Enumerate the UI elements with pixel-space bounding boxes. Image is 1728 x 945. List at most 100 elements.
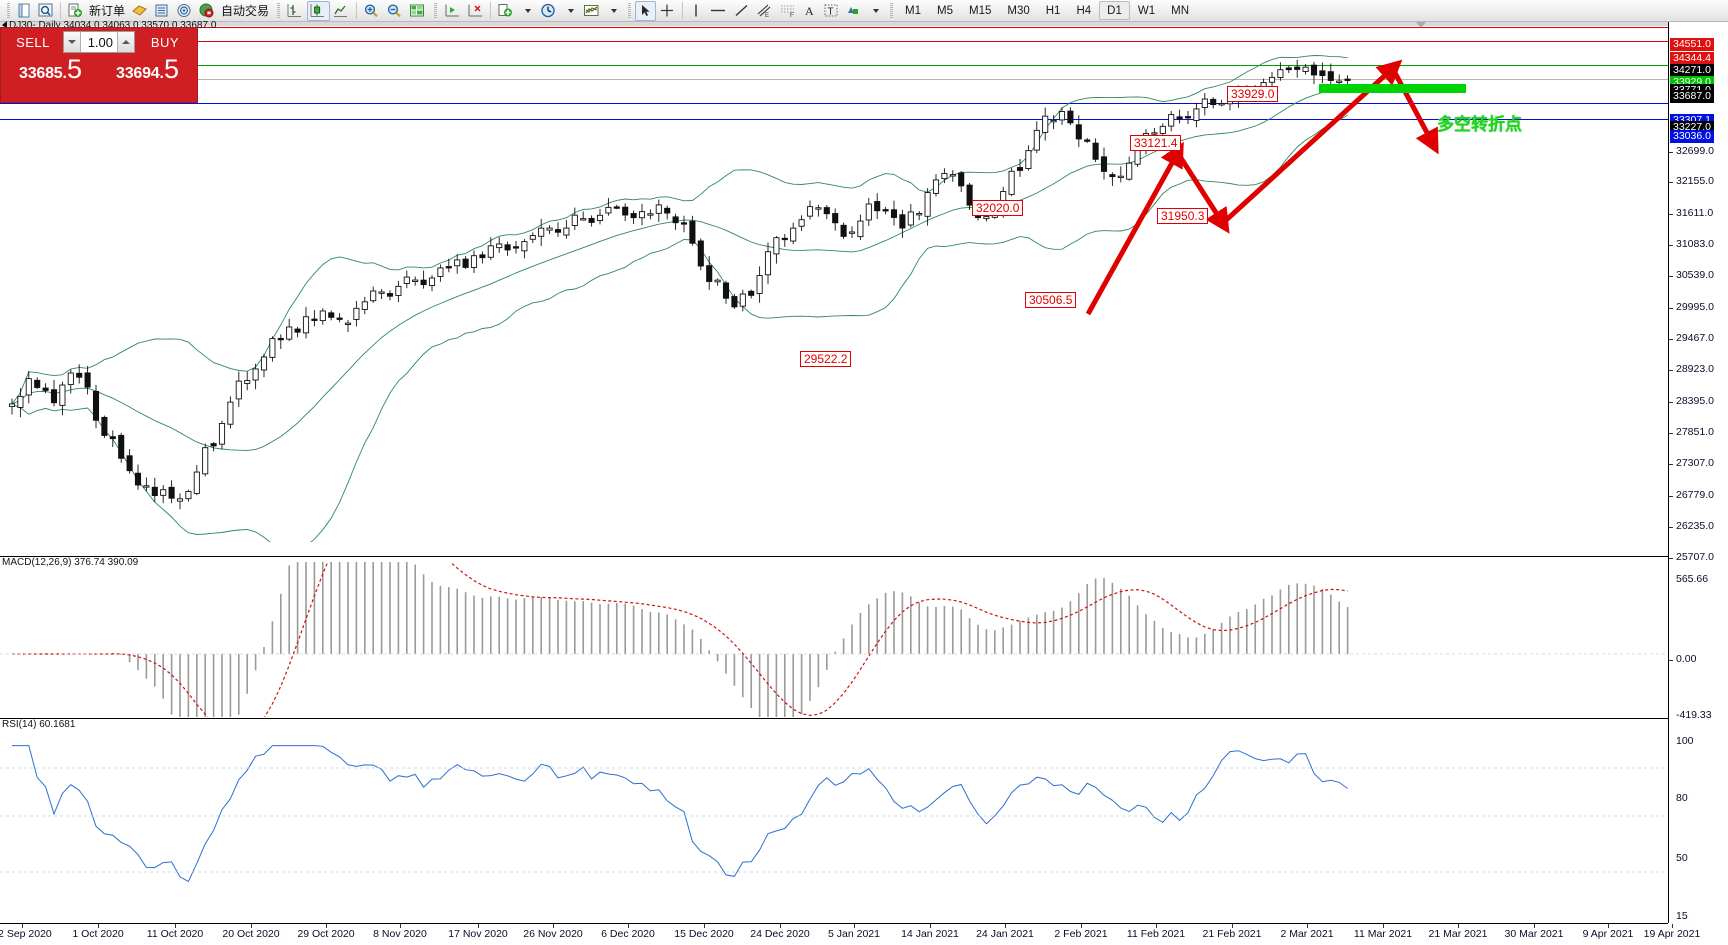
chart-title-text: DJ30-,Daily 34034.0 34063.0 33570.0 3368… (9, 20, 217, 31)
volume-increment-icon[interactable] (117, 32, 134, 52)
objects-list-icon[interactable] (580, 1, 603, 21)
panels-icon[interactable] (14, 1, 35, 21)
chart-plot-area[interactable]: 29522.2 30506.5 32020.0 31950.3 33121.4 33929… (0, 22, 1668, 923)
price-badge-34551-0: 34551.0 (1670, 38, 1714, 51)
time-tick-5: 8 Nov 2020 (373, 928, 427, 940)
price-tag-30506-5[interactable]: 30506.5 (1025, 292, 1077, 308)
toolbar-grip-5[interactable] (888, 2, 894, 20)
rsi-axis-top: 100 (1676, 735, 1694, 747)
time-tick-8: 6 Dec 2020 (601, 928, 655, 940)
price-axis[interactable]: 32699.0 32155.0 31611.0 31083.0 30539.0 29995… (1668, 22, 1728, 923)
macd-pane-divider (0, 556, 1668, 557)
timeframe-m1[interactable]: M1 (905, 4, 922, 17)
toolbar-grip-3[interactable] (432, 2, 438, 20)
new-order-label[interactable]: 新订单 (89, 4, 126, 18)
data-window-icon[interactable] (151, 1, 173, 21)
price-tag-31950-3[interactable]: 31950.3 (1157, 208, 1209, 224)
sell-button[interactable]: 33685 . 5 (4, 56, 97, 99)
templates-icon[interactable] (494, 1, 517, 21)
timeframe-h4[interactable]: H4 (1076, 4, 1092, 17)
autotrading-icon[interactable] (195, 1, 218, 21)
time-mark-11 (854, 924, 855, 928)
level-line-33687 (0, 79, 1668, 80)
price-tick-10: 27307.0 (1669, 457, 1714, 469)
time-tick-4: 29 Oct 2020 (297, 928, 355, 940)
buy-button[interactable]: 33694 . 5 (101, 56, 194, 99)
time-mark-12 (930, 924, 931, 928)
time-mark-17 (1307, 924, 1308, 928)
search-chart-icon[interactable] (35, 1, 57, 21)
svg-text:F: F (790, 13, 794, 18)
toolbar-grip-4[interactable] (626, 2, 632, 20)
toolbar-grip[interactable] (5, 2, 11, 20)
chart-title: DJ30-,Daily 34034.0 34063.0 33570.0 3368… (2, 20, 216, 31)
time-mark-21 (1608, 924, 1609, 928)
volume-value[interactable]: 1.00 (87, 34, 113, 50)
vertical-line-icon[interactable] (686, 1, 706, 21)
price-tag-33929-0[interactable]: 33929.0 (1227, 86, 1279, 102)
timeframe-m5[interactable]: M5 (937, 4, 953, 17)
price-tag-29522-2[interactable]: 29522.2 (800, 351, 852, 367)
trend-line-icon[interactable] (730, 1, 753, 21)
timeframe-m15[interactable]: M15 (969, 4, 992, 17)
time-mark-0 (22, 924, 23, 928)
time-mark-9 (704, 924, 705, 928)
time-tick-20: 30 Mar 2021 (1504, 928, 1564, 940)
buy-price-decimal: 5 (163, 54, 179, 84)
time-tick-12: 14 Jan 2021 (901, 928, 959, 940)
period-separators-icon[interactable] (537, 1, 560, 21)
time-mark-10 (780, 924, 781, 928)
buy-label[interactable]: BUY (137, 31, 193, 53)
text-icon[interactable]: T (820, 1, 842, 21)
zoom-out-icon[interactable] (383, 1, 406, 21)
macd-indicator-label: MACD(12,26,9) 376.74 390.09 (2, 557, 139, 568)
chart-scrollbar[interactable] (0, 22, 1668, 26)
fibonacci-icon[interactable]: F (776, 1, 800, 21)
timeframe-d1[interactable]: D1 (1099, 1, 1130, 20)
chevron-down-icon-4[interactable] (865, 1, 885, 21)
horizontal-line-icon[interactable] (706, 1, 730, 21)
price-tick-0: 32699.0 (1669, 145, 1714, 157)
bar-chart-icon[interactable] (284, 1, 307, 21)
timeframe-mn[interactable]: MN (1171, 4, 1189, 17)
rsi-pane-divider (0, 718, 1668, 719)
time-axis[interactable]: 22 Sep 2020 1 Oct 2020 11 Oct 2020 20 Oct 2… (0, 923, 1700, 945)
candlestick-chart-icon[interactable] (307, 0, 331, 21)
volume-stepper[interactable]: 1.00 (63, 31, 135, 53)
shapes-icon[interactable] (842, 1, 865, 21)
time-tick-17: 2 Mar 2021 (1280, 928, 1334, 940)
toolbar-grip-2[interactable] (275, 2, 281, 20)
zoom-in-icon[interactable] (360, 1, 383, 21)
price-tag-33121-4[interactable]: 33121.4 (1130, 135, 1182, 151)
text-label-icon[interactable]: A (800, 1, 820, 21)
time-tick-18: 11 Mar 2021 (1353, 928, 1413, 940)
chart-shift-icon[interactable] (441, 1, 464, 21)
price-badge-34344-4: 34344.4 (1670, 52, 1714, 65)
timeframe-w1[interactable]: W1 (1137, 4, 1156, 17)
volume-decrement-icon[interactable] (64, 32, 81, 52)
price-tag-32020-0[interactable]: 32020.0 (972, 200, 1024, 216)
sell-label[interactable]: SELL (5, 31, 61, 53)
level-line-33036 (0, 119, 1668, 120)
indicator-list-icon[interactable] (406, 1, 429, 21)
line-chart-icon[interactable] (330, 1, 353, 21)
collapse-icon[interactable] (2, 21, 7, 30)
price-tick-1: 32155.0 (1669, 175, 1714, 187)
autotrading-label[interactable]: 自动交易 (221, 4, 270, 18)
svg-text:A: A (805, 4, 814, 18)
timeframe-h1[interactable]: H1 (1045, 4, 1061, 17)
chevron-down-icon[interactable] (517, 1, 537, 21)
expert-advisor-icon[interactable] (128, 1, 151, 21)
new-order-icon[interactable] (64, 1, 86, 21)
chevron-down-icon-3[interactable] (603, 1, 623, 21)
signals-icon[interactable] (173, 1, 195, 21)
cursor-icon[interactable] (635, 0, 657, 21)
main-toolbar: 新订单 自动交易 (0, 0, 1728, 22)
timeframe-m30[interactable]: M30 (1007, 4, 1030, 17)
crosshair-icon[interactable] (656, 1, 679, 21)
rsi-axis-upper: 80 (1676, 792, 1688, 804)
auto-scroll-icon[interactable] (464, 1, 487, 21)
price-tick-4: 30539.0 (1669, 269, 1714, 281)
equidistant-channel-icon[interactable]: E (753, 1, 776, 21)
chevron-down-icon-2[interactable] (560, 1, 580, 21)
